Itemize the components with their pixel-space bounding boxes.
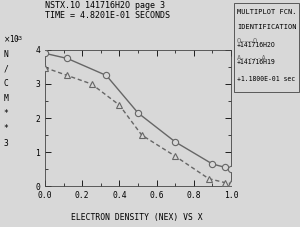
Text: O———O: O———O: [237, 38, 258, 44]
Text: N: N: [4, 50, 8, 59]
Text: 13: 13: [16, 36, 22, 41]
Text: MULTIPLOT FCN.: MULTIPLOT FCN.: [237, 9, 296, 15]
Text: M: M: [4, 94, 8, 103]
Text: $\times$10: $\times$10: [3, 33, 20, 44]
Text: *: *: [4, 124, 8, 133]
Text: IDENTIFICATION: IDENTIFICATION: [237, 24, 296, 30]
Text: +141716H19: +141716H19: [237, 59, 276, 64]
Text: C: C: [4, 79, 8, 89]
Text: +1.1800E-01 sec: +1.1800E-01 sec: [237, 76, 295, 82]
Text: *: *: [4, 109, 8, 118]
Text: /: /: [4, 65, 8, 74]
Text: +141716H2O: +141716H2O: [237, 42, 276, 47]
Text: ELECTRON DENSITY (NEX) VS X: ELECTRON DENSITY (NEX) VS X: [71, 213, 202, 222]
Text: A-----A: A-----A: [237, 55, 267, 61]
Text: NSTX.1O 141716H2O page 3: NSTX.1O 141716H2O page 3: [45, 1, 165, 10]
Text: TIME = 4.8201E-01 SECONDS: TIME = 4.8201E-01 SECONDS: [45, 11, 170, 20]
Text: 3: 3: [4, 138, 8, 148]
